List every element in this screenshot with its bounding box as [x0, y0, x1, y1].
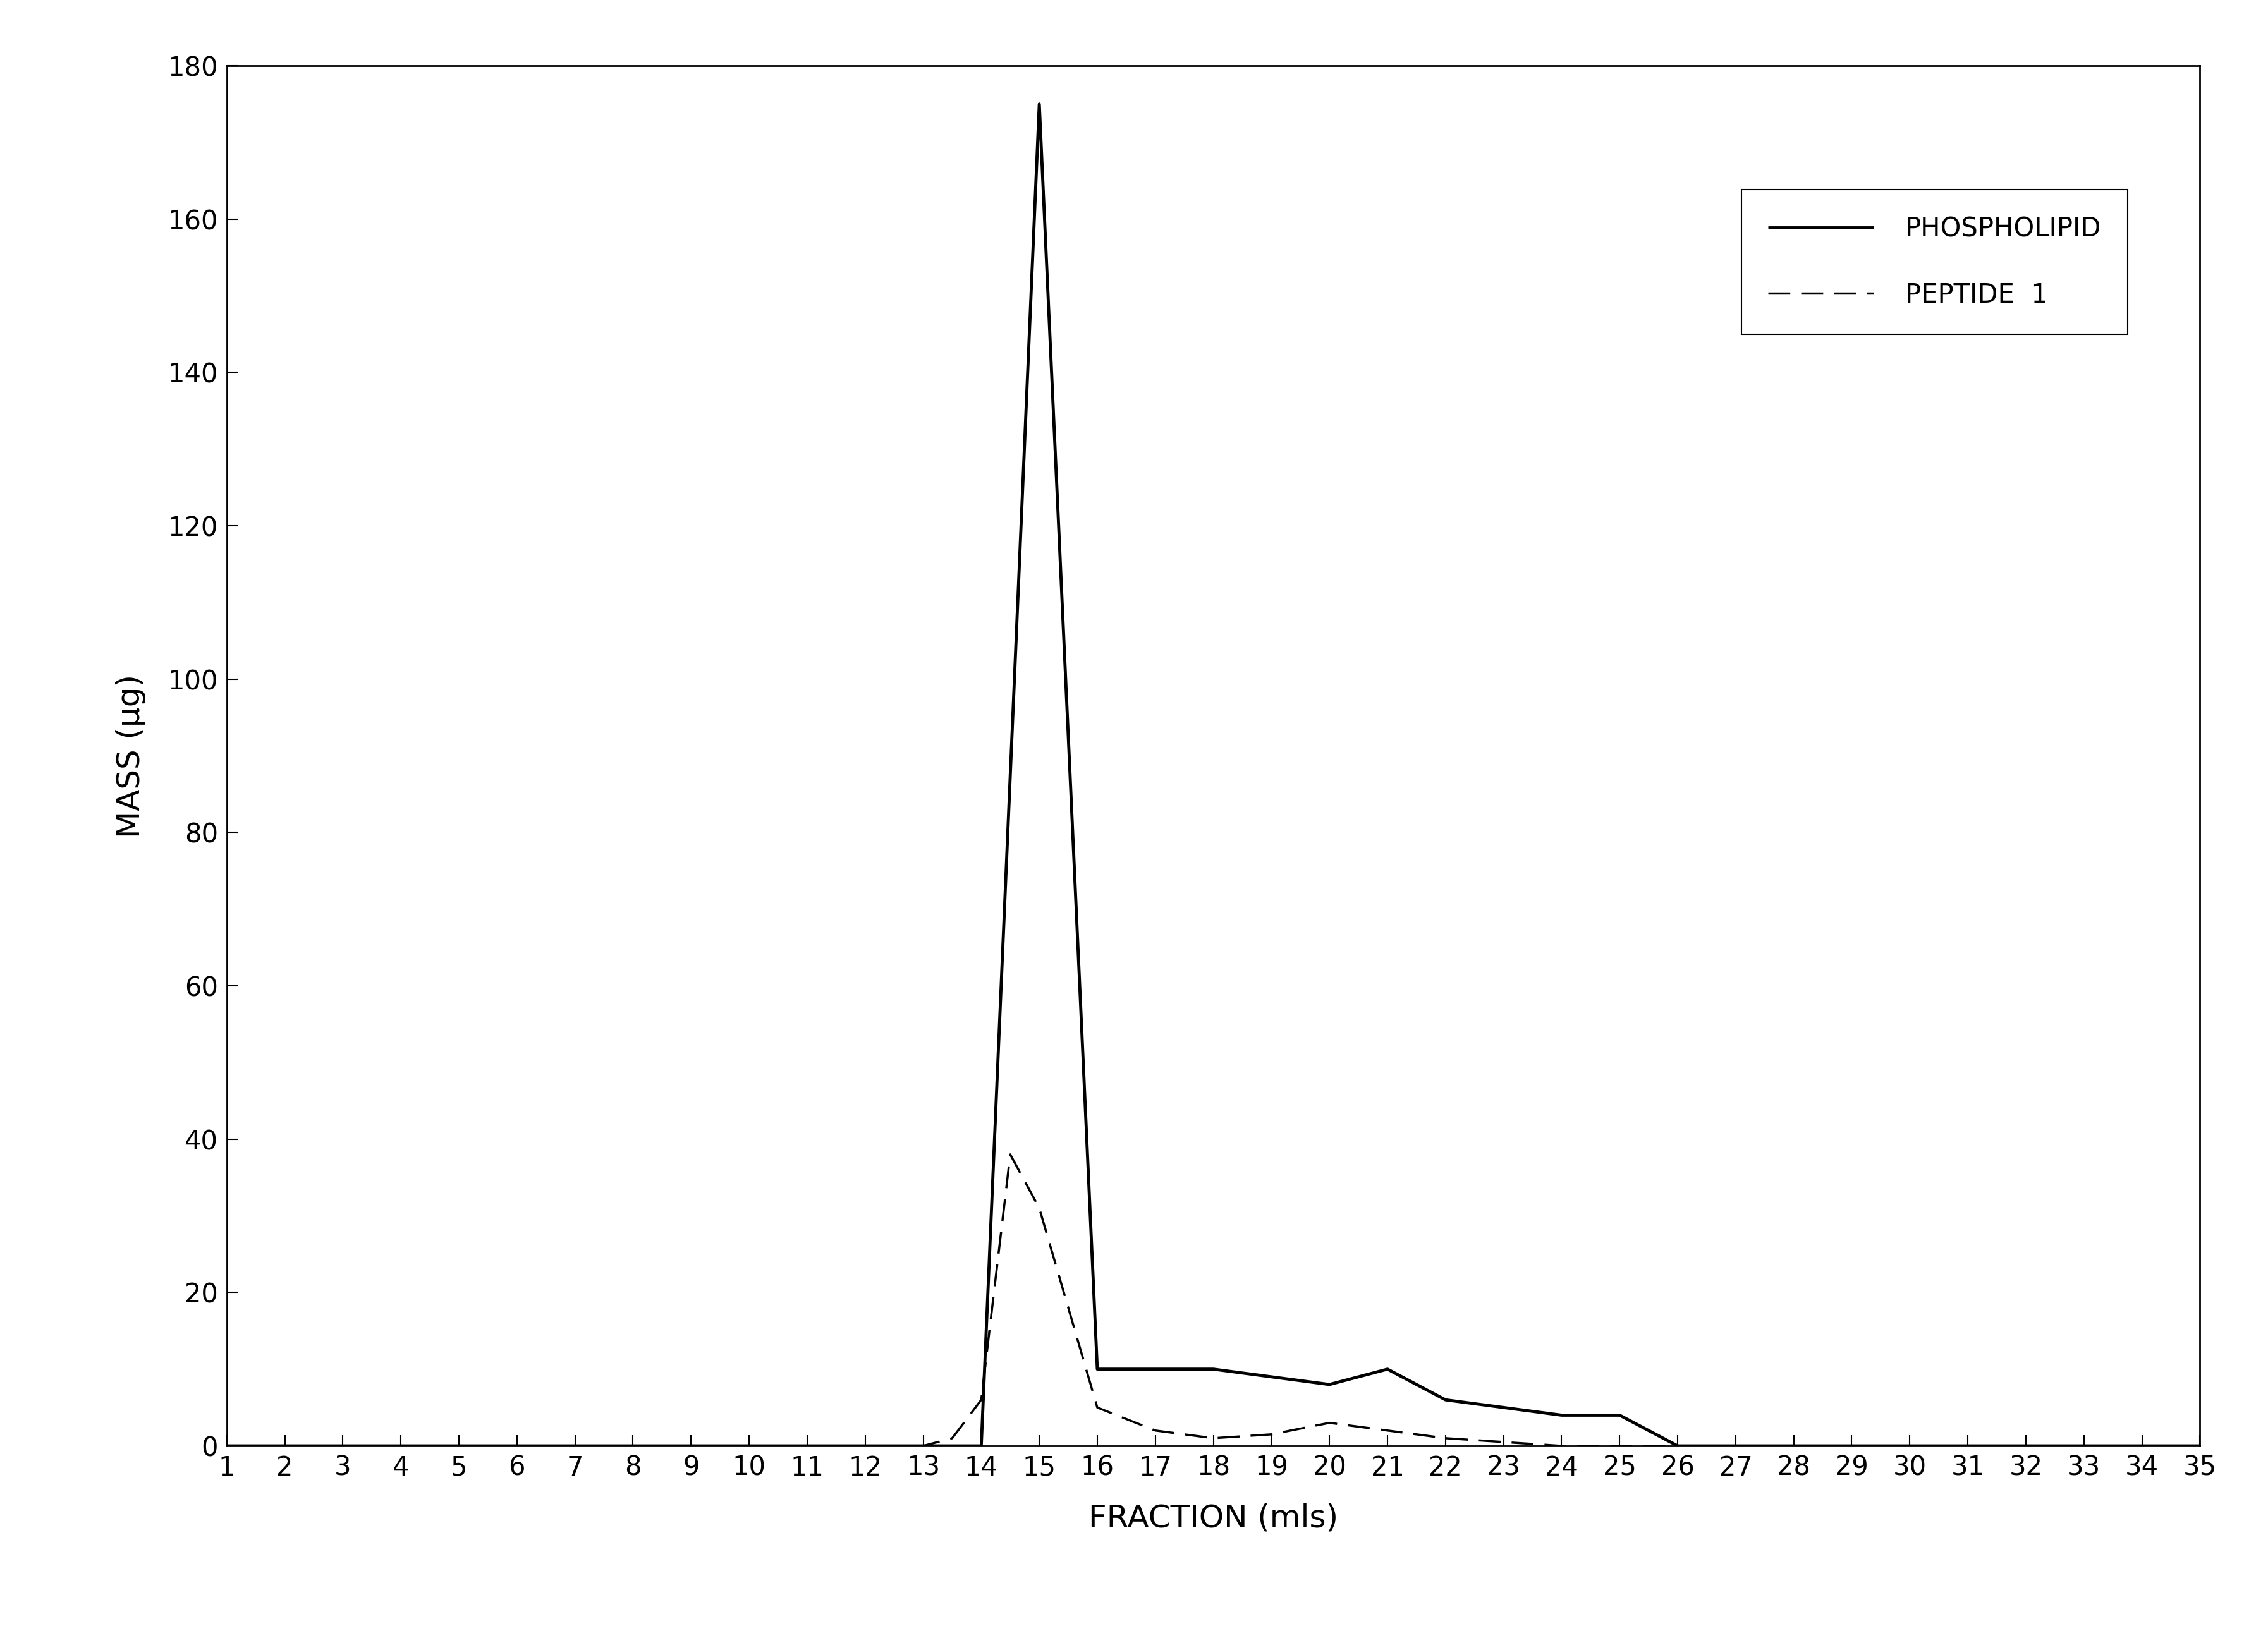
PEPTIDE  1 — [1665, 1436, 1692, 1456]
PHOSPHOLIPID — [1665, 1436, 1692, 1456]
X-axis label: FRACTION (mls): FRACTION (mls) — [1089, 1503, 1338, 1533]
PEPTIDE  1 — [794, 1436, 821, 1456]
PHOSPHOLIPID — [1606, 1405, 1633, 1424]
PHOSPHOLIPID — [1025, 94, 1052, 113]
PEPTIDE  1 — [1490, 1433, 1517, 1452]
PEPTIDE  1 — [213, 1436, 240, 1456]
PHOSPHOLIPID — [562, 1436, 590, 1456]
PHOSPHOLIPID — [735, 1436, 762, 1456]
PHOSPHOLIPID — [1490, 1398, 1517, 1418]
PEPTIDE  1 — [1315, 1413, 1343, 1433]
PEPTIDE  1 — [329, 1436, 356, 1456]
PEPTIDE  1 — [2127, 1436, 2155, 1456]
PEPTIDE  1 — [678, 1436, 705, 1456]
PHOSPHOLIPID — [909, 1436, 937, 1456]
PEPTIDE  1 — [1259, 1424, 1286, 1444]
PHOSPHOLIPID — [968, 1436, 996, 1456]
PEPTIDE  1 — [445, 1436, 472, 1456]
PHOSPHOLIPID — [213, 1436, 240, 1456]
PEPTIDE  1 — [562, 1436, 590, 1456]
PHOSPHOLIPID — [1374, 1359, 1402, 1378]
PEPTIDE  1 — [968, 1390, 996, 1410]
PHOSPHOLIPID — [1721, 1436, 1749, 1456]
PEPTIDE  1 — [388, 1436, 415, 1456]
PHOSPHOLIPID — [1780, 1436, 1808, 1456]
PHOSPHOLIPID — [388, 1436, 415, 1456]
PHOSPHOLIPID — [619, 1436, 646, 1456]
PEPTIDE  1 — [1141, 1421, 1168, 1441]
PHOSPHOLIPID — [1896, 1436, 1923, 1456]
PEPTIDE  1 — [1837, 1436, 1864, 1456]
PHOSPHOLIPID — [1259, 1367, 1286, 1387]
Legend: PHOSPHOLIPID, PEPTIDE  1: PHOSPHOLIPID, PEPTIDE 1 — [1742, 189, 2127, 335]
PEPTIDE  1 — [850, 1436, 878, 1456]
PHOSPHOLIPID — [1315, 1375, 1343, 1395]
PEPTIDE  1 — [1374, 1421, 1402, 1441]
PHOSPHOLIPID — [850, 1436, 878, 1456]
PHOSPHOLIPID — [1549, 1405, 1576, 1424]
PEPTIDE  1 — [2012, 1436, 2039, 1456]
PHOSPHOLIPID — [1084, 1359, 1111, 1378]
PHOSPHOLIPID — [939, 1436, 966, 1456]
PEPTIDE  1 — [1200, 1428, 1227, 1447]
PEPTIDE  1 — [1896, 1436, 1923, 1456]
PHOSPHOLIPID — [445, 1436, 472, 1456]
PEPTIDE  1 — [619, 1436, 646, 1456]
PEPTIDE  1 — [1431, 1428, 1458, 1447]
PEPTIDE  1 — [1549, 1436, 1576, 1456]
PHOSPHOLIPID — [2186, 1436, 2214, 1456]
PHOSPHOLIPID — [503, 1436, 531, 1456]
PHOSPHOLIPID — [1431, 1390, 1458, 1410]
PEPTIDE  1 — [1606, 1436, 1633, 1456]
PEPTIDE  1 — [735, 1436, 762, 1456]
PHOSPHOLIPID — [794, 1436, 821, 1456]
PHOSPHOLIPID — [2012, 1436, 2039, 1456]
PHOSPHOLIPID — [1837, 1436, 1864, 1456]
PEPTIDE  1 — [1025, 1198, 1052, 1217]
PHOSPHOLIPID — [272, 1436, 299, 1456]
PEPTIDE  1 — [2071, 1436, 2098, 1456]
PEPTIDE  1 — [503, 1436, 531, 1456]
PEPTIDE  1 — [939, 1428, 966, 1447]
PEPTIDE  1 — [1955, 1436, 1982, 1456]
PHOSPHOLIPID — [1200, 1359, 1227, 1378]
Y-axis label: MASS (μg): MASS (μg) — [116, 674, 145, 838]
Line: PEPTIDE  1: PEPTIDE 1 — [227, 1155, 2200, 1446]
PEPTIDE  1 — [1721, 1436, 1749, 1456]
PEPTIDE  1 — [909, 1436, 937, 1456]
PEPTIDE  1 — [996, 1145, 1023, 1165]
PHOSPHOLIPID — [2071, 1436, 2098, 1456]
PHOSPHOLIPID — [1955, 1436, 1982, 1456]
PEPTIDE  1 — [272, 1436, 299, 1456]
PEPTIDE  1 — [1780, 1436, 1808, 1456]
PEPTIDE  1 — [1084, 1398, 1111, 1418]
PEPTIDE  1 — [2186, 1436, 2214, 1456]
Line: PHOSPHOLIPID: PHOSPHOLIPID — [227, 104, 2200, 1446]
PHOSPHOLIPID — [1141, 1359, 1168, 1378]
PHOSPHOLIPID — [678, 1436, 705, 1456]
PHOSPHOLIPID — [2127, 1436, 2155, 1456]
PHOSPHOLIPID — [329, 1436, 356, 1456]
